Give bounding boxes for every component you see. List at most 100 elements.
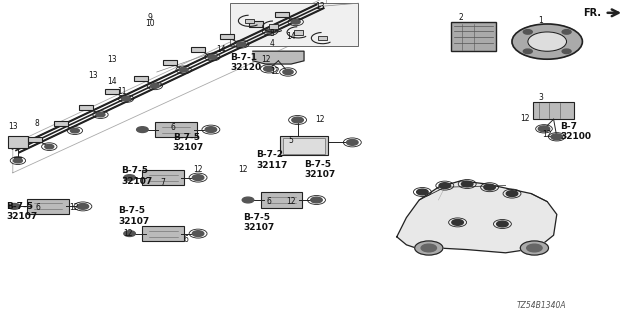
Text: 14: 14	[286, 32, 296, 41]
Text: 12: 12	[316, 116, 324, 124]
Text: 8: 8	[269, 29, 275, 38]
Bar	[245, 19, 254, 23]
Text: TZ54B1340A: TZ54B1340A	[516, 301, 566, 310]
Text: 8: 8	[34, 119, 39, 128]
Polygon shape	[397, 181, 557, 253]
Circle shape	[124, 175, 136, 180]
Bar	[280, 136, 328, 155]
Text: B-7-5
32107: B-7-5 32107	[243, 213, 275, 232]
Text: 13: 13	[107, 55, 117, 64]
Text: 12: 12	[69, 204, 78, 212]
Text: FR.: FR.	[584, 8, 602, 18]
Text: 10: 10	[145, 20, 156, 28]
Text: 12: 12	[287, 197, 296, 206]
Circle shape	[13, 158, 22, 163]
Bar	[294, 30, 303, 35]
Circle shape	[208, 55, 217, 59]
Circle shape	[347, 140, 358, 145]
Text: 13: 13	[88, 71, 98, 80]
Polygon shape	[14, 157, 22, 162]
Circle shape	[205, 127, 217, 132]
FancyBboxPatch shape	[28, 199, 69, 214]
Circle shape	[421, 244, 436, 252]
Circle shape	[528, 32, 566, 51]
Bar	[249, 21, 263, 27]
Text: 6: 6	[36, 204, 41, 212]
Circle shape	[551, 134, 563, 140]
Bar	[134, 76, 148, 81]
Text: 14: 14	[107, 77, 117, 86]
Circle shape	[283, 69, 293, 75]
Bar	[318, 36, 327, 40]
Bar	[163, 60, 177, 65]
Circle shape	[45, 144, 54, 149]
FancyBboxPatch shape	[143, 226, 184, 241]
Bar	[283, 138, 325, 154]
Text: 12: 12	[520, 114, 529, 123]
Bar	[8, 136, 28, 148]
Text: 12: 12	[194, 165, 203, 174]
Circle shape	[266, 29, 275, 34]
Circle shape	[506, 191, 518, 196]
Bar	[230, 3, 358, 46]
Text: B-7-2
32117: B-7-2 32117	[256, 150, 287, 170]
Polygon shape	[253, 51, 304, 64]
Circle shape	[562, 49, 571, 53]
Circle shape	[124, 231, 136, 236]
Text: 11: 11	[117, 87, 126, 96]
Circle shape	[77, 204, 88, 209]
Text: 6: 6	[170, 124, 175, 132]
Circle shape	[415, 241, 443, 255]
Text: 6: 6	[183, 236, 188, 244]
Circle shape	[524, 30, 532, 34]
Text: 12: 12	[543, 130, 552, 139]
Text: B-7-5
32107: B-7-5 32107	[122, 166, 153, 186]
FancyBboxPatch shape	[261, 192, 302, 208]
Bar	[269, 24, 278, 29]
Text: 4: 4	[269, 39, 275, 48]
Circle shape	[137, 127, 148, 132]
Text: 2: 2	[458, 13, 463, 22]
Circle shape	[237, 42, 246, 46]
Text: B-7-5
32107: B-7-5 32107	[6, 202, 38, 221]
Bar	[54, 121, 68, 126]
FancyBboxPatch shape	[532, 101, 575, 119]
Text: 3: 3	[538, 93, 543, 102]
Circle shape	[96, 112, 105, 117]
Text: B-7-5
32107: B-7-5 32107	[304, 160, 335, 180]
Text: 7: 7	[161, 178, 166, 187]
Circle shape	[311, 197, 323, 203]
Text: 14: 14	[216, 45, 226, 54]
Circle shape	[417, 189, 428, 195]
Circle shape	[8, 204, 20, 209]
Circle shape	[562, 30, 571, 34]
Circle shape	[193, 175, 204, 180]
Circle shape	[439, 183, 451, 188]
Circle shape	[520, 241, 548, 255]
Bar	[191, 47, 205, 52]
Circle shape	[527, 244, 542, 252]
Bar	[105, 89, 119, 94]
Circle shape	[193, 231, 204, 236]
Circle shape	[452, 220, 463, 225]
Circle shape	[461, 181, 473, 187]
Circle shape	[497, 221, 508, 227]
Text: 5: 5	[289, 136, 294, 145]
Bar	[79, 105, 93, 110]
Text: 12: 12	[239, 165, 248, 174]
Text: B-7
32100: B-7 32100	[560, 122, 591, 141]
Circle shape	[291, 20, 300, 24]
FancyBboxPatch shape	[156, 122, 197, 137]
Text: 9: 9	[148, 13, 153, 22]
Text: 1: 1	[538, 16, 543, 25]
Bar	[275, 12, 289, 17]
Bar	[451, 22, 496, 51]
FancyBboxPatch shape	[143, 170, 184, 185]
Circle shape	[524, 49, 532, 53]
Circle shape	[179, 68, 188, 72]
Text: 13: 13	[315, 2, 325, 11]
Circle shape	[122, 96, 131, 101]
Text: B-7-5
32107: B-7-5 32107	[173, 133, 204, 152]
Circle shape	[264, 66, 274, 71]
Text: B-7-5
32107: B-7-5 32107	[118, 206, 150, 226]
